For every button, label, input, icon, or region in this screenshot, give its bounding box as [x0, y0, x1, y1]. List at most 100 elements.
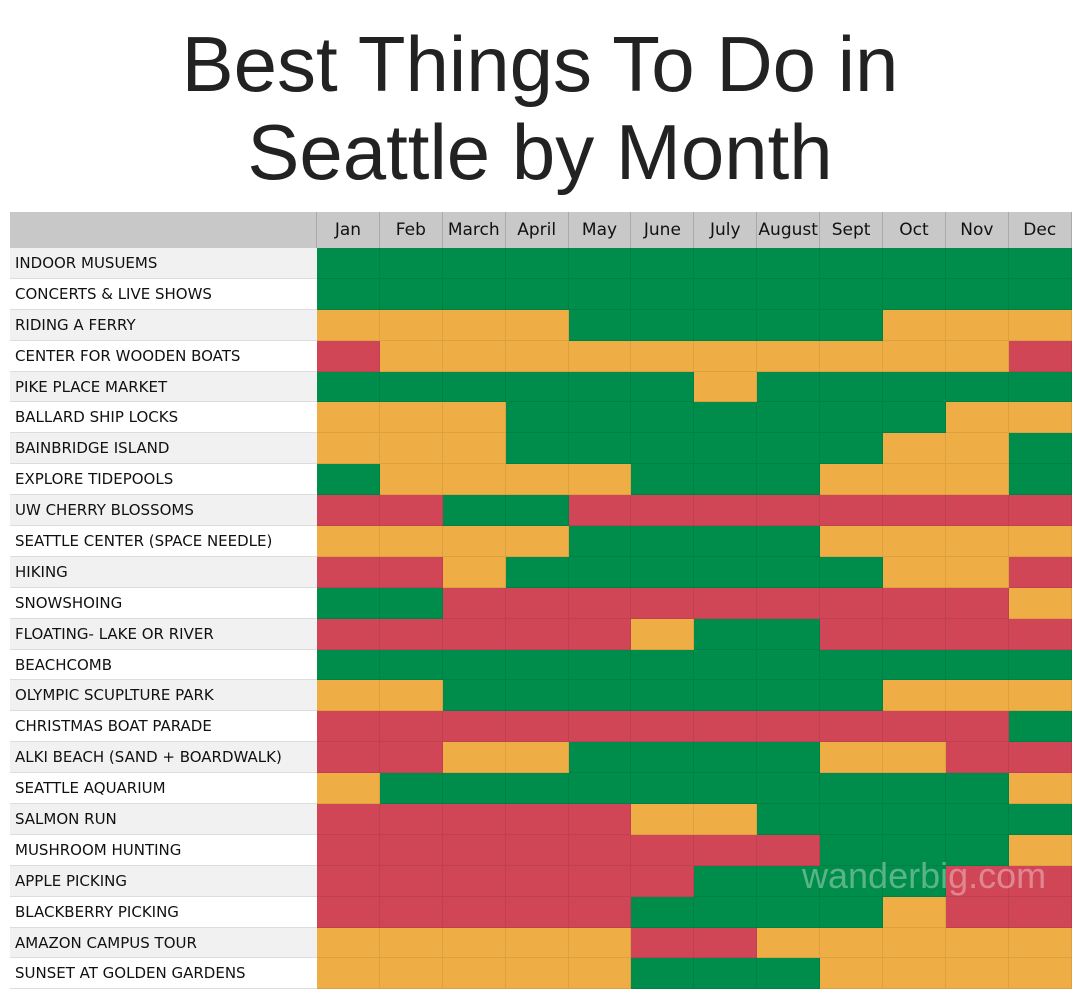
month-cell — [757, 371, 821, 403]
month-cell — [568, 773, 632, 805]
month-cell — [945, 618, 1009, 650]
month-cell — [317, 371, 380, 403]
month-cell — [757, 526, 821, 557]
watermark: wanderbig.com — [802, 855, 1047, 896]
month-cell — [631, 556, 695, 588]
month-cell — [568, 865, 632, 897]
month-cell — [631, 680, 695, 712]
month-cell — [1008, 865, 1072, 897]
month-cell — [442, 896, 506, 928]
month-cell — [1008, 278, 1072, 310]
month-cell — [442, 680, 506, 712]
month-cell — [379, 371, 443, 403]
month-cell — [757, 340, 821, 372]
month-cell — [945, 896, 1009, 928]
month-cell — [442, 804, 506, 835]
month-cell — [568, 958, 632, 990]
month-cell — [945, 680, 1009, 712]
month-cell — [568, 556, 632, 588]
month-cell — [883, 402, 946, 434]
month-cell — [317, 896, 380, 928]
month-cell — [442, 433, 506, 465]
month-cell — [945, 371, 1009, 403]
month-cell — [694, 711, 758, 743]
activity-label: AMAZON CAMPUS TOUR — [10, 927, 317, 959]
month-cell — [442, 587, 506, 619]
month-cell — [379, 958, 443, 990]
month-cell — [1008, 340, 1072, 372]
month-cell — [505, 865, 569, 897]
month-cell — [1008, 464, 1072, 496]
month-cell — [820, 556, 884, 588]
month-cell — [883, 618, 946, 650]
month-cell — [442, 464, 506, 496]
month-cell — [631, 865, 695, 897]
month-cell — [945, 742, 1009, 774]
month-cell — [1008, 680, 1072, 712]
month-cell — [694, 248, 758, 279]
month-cell — [631, 896, 695, 928]
month-cell — [1008, 556, 1072, 588]
month-cell — [945, 649, 1009, 681]
month-cell — [442, 649, 506, 681]
month-cell — [568, 618, 632, 650]
month-cell — [379, 556, 443, 588]
month-cell — [505, 618, 569, 650]
month-cell — [317, 278, 380, 310]
month-cell — [379, 711, 443, 743]
month-cell — [945, 927, 1009, 959]
month-cell — [820, 402, 884, 434]
month-cell — [568, 526, 632, 557]
month-header: Oct — [883, 212, 946, 248]
month-cell — [757, 587, 821, 619]
month-cell — [317, 773, 380, 805]
month-cell — [379, 742, 443, 774]
month-cell — [442, 834, 506, 866]
activity-label: HIKING — [10, 556, 317, 588]
month-cell — [631, 402, 695, 434]
month-header: July — [694, 212, 758, 248]
month-cell — [883, 773, 946, 805]
month-cell — [631, 278, 695, 310]
month-cell — [945, 278, 1009, 310]
month-cell — [883, 711, 946, 743]
month-cell — [379, 896, 443, 928]
month-cell — [757, 711, 821, 743]
month-cell — [883, 556, 946, 588]
month-cell — [883, 526, 946, 557]
activity-label: CHRISTMAS BOAT PARADE — [10, 711, 317, 743]
month-cell — [442, 340, 506, 372]
month-cell — [379, 865, 443, 897]
month-cell — [757, 773, 821, 805]
month-cell — [505, 958, 569, 990]
activity-label: MUSHROOM HUNTING — [10, 834, 317, 866]
month-cell — [442, 495, 506, 527]
activity-label: CENTER FOR WOODEN BOATS — [10, 340, 317, 372]
month-cell — [568, 402, 632, 434]
month-cell — [568, 248, 632, 279]
month-cell — [1008, 618, 1072, 650]
month-cell — [757, 402, 821, 434]
month-cell — [568, 278, 632, 310]
activity-label: BLACKBERRY PICKING — [10, 896, 317, 928]
month-cell — [1008, 402, 1072, 434]
month-cell — [757, 896, 821, 928]
month-cell — [568, 587, 632, 619]
month-cell — [694, 680, 758, 712]
month-cell — [820, 371, 884, 403]
month-cell — [379, 526, 443, 557]
month-cell — [757, 278, 821, 310]
month-cell — [945, 773, 1009, 805]
month-cell — [568, 680, 632, 712]
month-cell — [317, 742, 380, 774]
month-cell — [1008, 711, 1072, 743]
month-cell — [568, 927, 632, 959]
month-cell — [694, 556, 758, 588]
month-cell — [1008, 773, 1072, 805]
month-cell — [442, 711, 506, 743]
month-cell — [379, 340, 443, 372]
month-cell — [631, 371, 695, 403]
month-cell — [945, 556, 1009, 588]
month-cell — [505, 896, 569, 928]
month-header: Jan — [317, 212, 380, 248]
